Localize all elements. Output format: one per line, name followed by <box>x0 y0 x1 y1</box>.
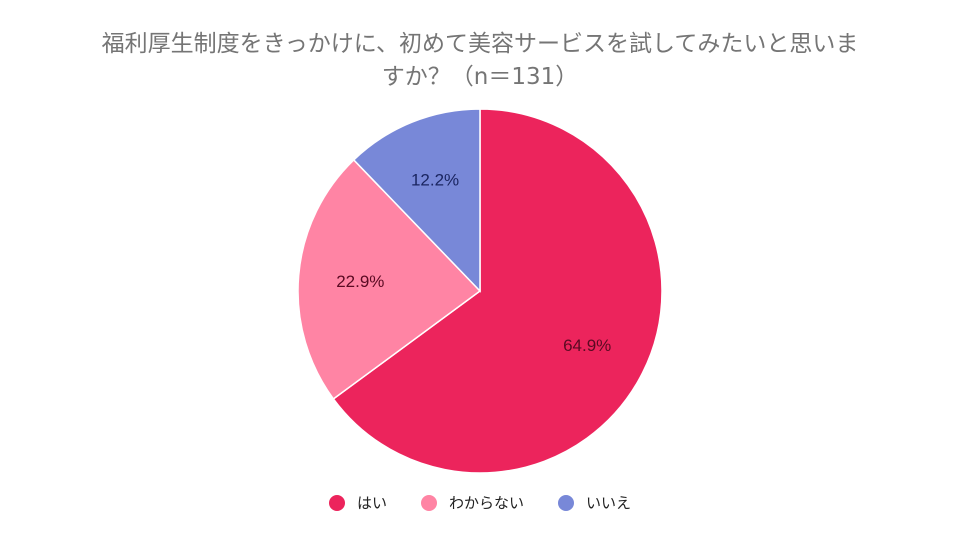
legend-item-no[interactable]: いいえ <box>558 492 631 513</box>
slice-value-label: 64.9% <box>563 336 611 355</box>
chart-title-line-2: すか？（n＝131） <box>381 64 579 90</box>
chart-title: 福利厚生制度をきっかけに、初めて美容サービスを試してみたいと思いま すか？（n＝… <box>0 28 960 94</box>
slice-value-label: 12.2% <box>411 171 459 190</box>
legend: はい わからない いいえ <box>0 492 960 513</box>
pie-slice-no[interactable] <box>352 108 481 293</box>
legend-swatch-icon <box>328 494 345 511</box>
chart-title-line-1: 福利厚生制度をきっかけに、初めて美容サービスを試してみたいと思いま <box>101 31 859 57</box>
legend-item-unsure[interactable]: わからない <box>420 492 524 513</box>
legend-swatch-icon <box>420 494 437 511</box>
pie-slice-yes[interactable] <box>332 108 663 474</box>
legend-label: いいえ <box>586 494 632 512</box>
slice-value-label: 22.9% <box>336 272 384 291</box>
legend-item-yes[interactable]: はい <box>328 492 387 513</box>
legend-label: はい <box>356 494 387 512</box>
legend-swatch-icon <box>558 494 574 511</box>
legend-label: わからない <box>448 494 524 512</box>
pie-slice-unsure[interactable] <box>297 158 482 400</box>
